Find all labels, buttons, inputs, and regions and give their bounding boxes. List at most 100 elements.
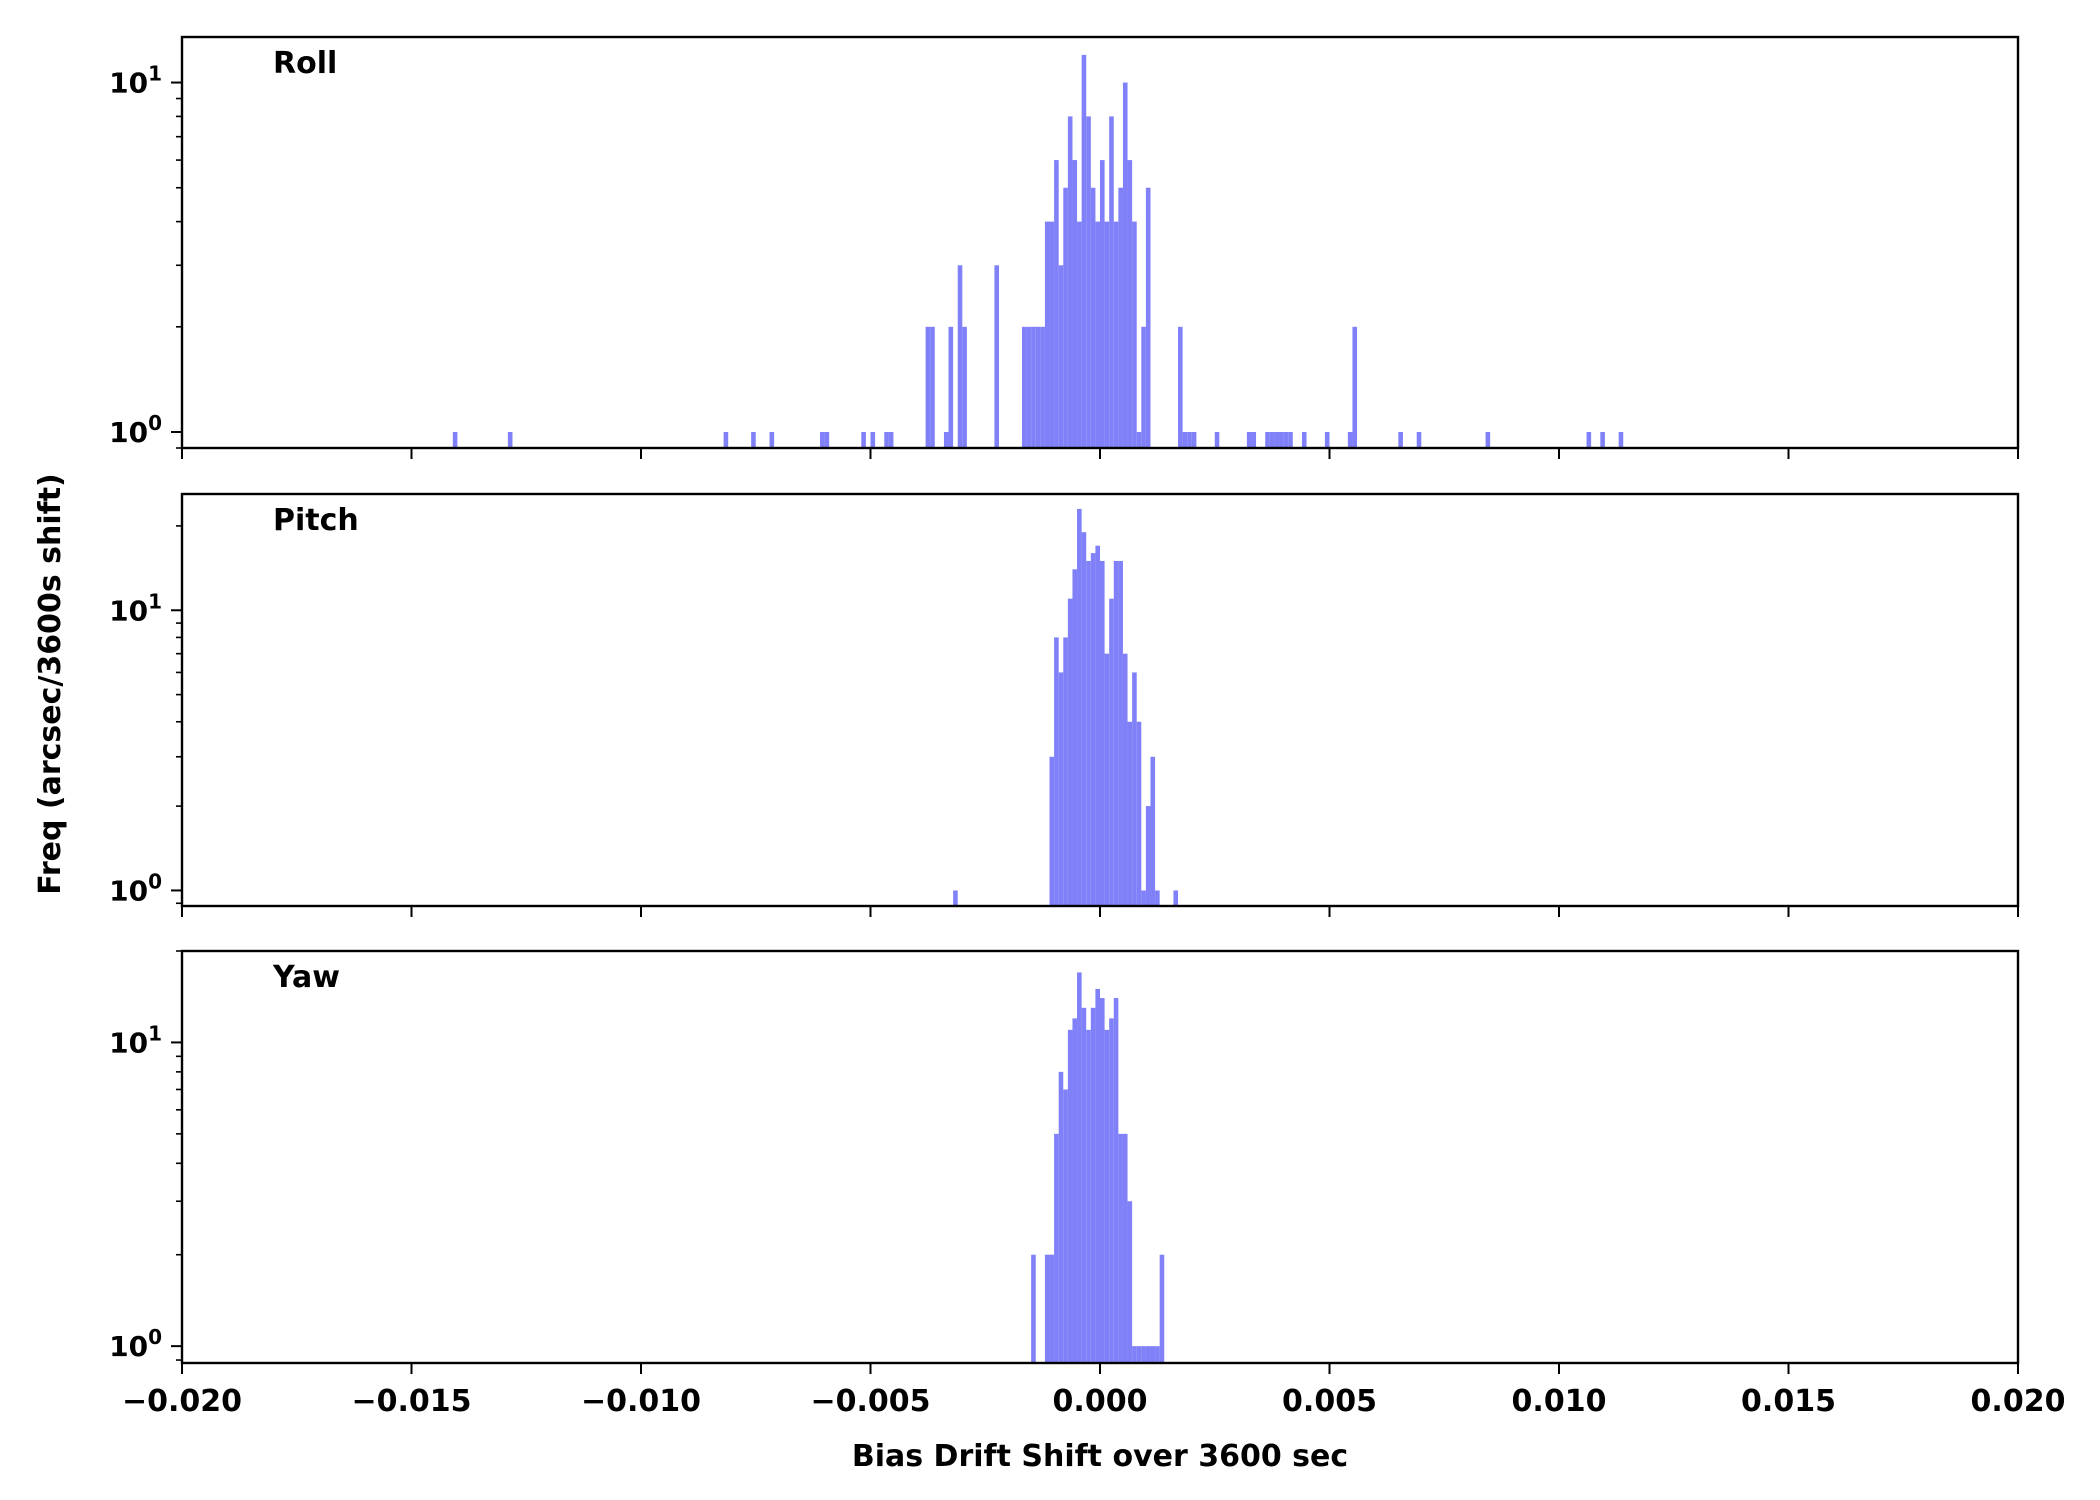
panels-layer: 100 101 Roll 100 101 Pitch 100 101 Yaw −0.020 −0.0… [109, 35, 2065, 1419]
histogram-bar [1182, 432, 1188, 448]
histogram-bar [1081, 532, 1087, 906]
histogram-bar [1077, 508, 1082, 906]
histogram-bar [1178, 326, 1183, 448]
histogram-bar [1077, 221, 1082, 448]
histogram-bar [1136, 721, 1142, 906]
histogram-bar [1090, 187, 1096, 448]
histogram-bar [1109, 116, 1114, 448]
histogram-bar [1077, 972, 1082, 1363]
histogram-bar [1122, 82, 1128, 449]
histogram-bar [930, 326, 935, 448]
histogram-bar [1049, 756, 1055, 906]
histogram-bar [957, 265, 963, 448]
histogram-bar [962, 326, 967, 448]
x-tick-label: −0.020 [122, 1384, 242, 1419]
histogram-bar [1049, 221, 1055, 448]
histogram-bar [1145, 1346, 1151, 1363]
plot-frame [180, 492, 2020, 908]
histogram-bar [1113, 221, 1119, 448]
histogram-bar [1416, 432, 1422, 448]
histogram-bar [1288, 432, 1293, 448]
x-tick-label: 0.005 [1282, 1384, 1377, 1419]
histogram-bar [1021, 326, 1027, 448]
histogram-bar [1586, 432, 1592, 448]
histogram-bar [1072, 569, 1078, 906]
y-axis-title: Freq (arcsec/3600s shift) [33, 473, 68, 895]
histogram-bar [1090, 553, 1096, 906]
histogram-bar [1279, 432, 1284, 448]
histogram-bar [1081, 54, 1087, 448]
histogram-bar [1127, 160, 1133, 448]
histogram-bar [1113, 560, 1119, 906]
histogram-bar [1044, 221, 1050, 448]
histogram-bar [1100, 560, 1105, 906]
histogram-bar [1118, 1133, 1123, 1363]
histogram-bar [769, 432, 775, 448]
histogram-bar [1251, 432, 1257, 448]
histogram-bar [1054, 1133, 1059, 1363]
histogram-bar [884, 432, 889, 448]
histogram-bar [751, 432, 756, 448]
histogram-bar [1274, 432, 1280, 448]
histogram-bar [1104, 653, 1110, 906]
histogram-bar [1113, 998, 1119, 1363]
histogram-bar [1031, 326, 1036, 448]
histogram-bar [1109, 1018, 1114, 1363]
histogram-bar [1072, 1018, 1078, 1363]
histogram-bar [948, 326, 954, 448]
plot-frame [180, 35, 2020, 450]
y-tick-label: 100 [109, 1325, 162, 1363]
histogram-bar [1127, 1201, 1133, 1363]
histogram-bar [1095, 545, 1100, 906]
histogram-bar [1054, 160, 1059, 448]
panel-roll: 100 101 Roll [109, 35, 2020, 459]
histogram-bar [1283, 432, 1289, 448]
x-tick-label: −0.015 [351, 1384, 471, 1419]
panel-label: Pitch [273, 503, 359, 538]
histogram-bar [1132, 672, 1137, 906]
histogram-bar [994, 265, 1000, 448]
histogram-bar [1095, 988, 1100, 1363]
y-tick-label: 100 [109, 411, 162, 449]
histogram-bar [1122, 653, 1128, 906]
y-tick-label: 101 [109, 62, 162, 100]
x-tick-label: 0.000 [1053, 1384, 1148, 1419]
histogram-bar [1132, 1346, 1137, 1363]
histogram-bar [1109, 598, 1114, 906]
histogram-bar [1104, 221, 1110, 448]
histogram-bar [1118, 187, 1123, 448]
histogram-bar [1122, 1133, 1128, 1363]
histogram-bar [1136, 432, 1142, 448]
x-tick-label: 0.015 [1741, 1384, 1836, 1419]
histogram-bar [1086, 560, 1091, 906]
histogram-bar [953, 890, 958, 906]
y-tick-label: 101 [109, 1021, 162, 1059]
histogram-bar [1265, 432, 1270, 448]
histogram-bar [1100, 998, 1105, 1363]
histogram-bar [1063, 187, 1068, 448]
histogram-bar [1136, 1346, 1142, 1363]
histogram-bar [1049, 1254, 1055, 1363]
histogram-bar [1063, 1089, 1068, 1363]
histogram-bar [1127, 721, 1133, 906]
histogram-bar [1067, 116, 1073, 448]
histogram-bar [1132, 221, 1137, 448]
histogram-bar [1058, 265, 1064, 448]
histogram-bar [1058, 1071, 1064, 1363]
panel-label: Yaw [272, 960, 340, 995]
histogram-bar [1086, 1029, 1091, 1363]
histogram-bar [1100, 160, 1105, 448]
histogram-bar [1269, 432, 1275, 448]
histogram-bar [1347, 432, 1353, 448]
histogram-bar [1054, 637, 1059, 906]
histogram-bar [1618, 432, 1624, 448]
histogram-bar [1485, 432, 1491, 448]
histogram-bar [1324, 432, 1330, 448]
histogram-bar [943, 432, 949, 448]
histogram-bar [1159, 1254, 1165, 1363]
histogram-bar [1058, 672, 1064, 906]
histogram-bar [1141, 326, 1146, 448]
histogram-bar [1141, 890, 1146, 906]
histogram-bar [1155, 1346, 1160, 1363]
